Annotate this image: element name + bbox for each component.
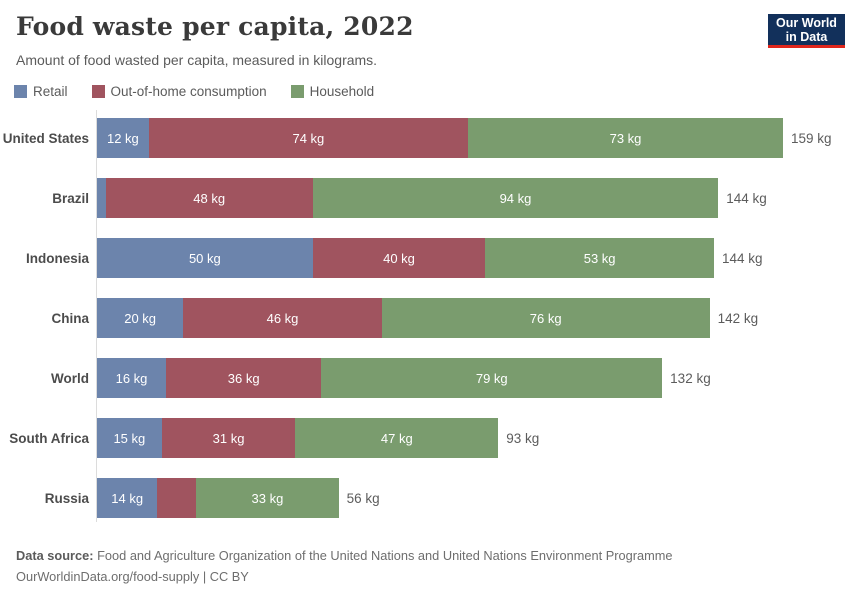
page-subtitle: Amount of food wasted per capita, measur… — [16, 52, 378, 68]
segment-value-label: 14 kg — [111, 490, 144, 506]
legend-item-1: Out-of-home consumption — [91, 84, 267, 99]
stacked-bar[interactable]: 20 kg 46 kg 76 kg — [97, 298, 710, 338]
legend-item-2: Household — [290, 84, 375, 99]
footer-license: OurWorldinData.org/food-supply | CC BY — [16, 569, 249, 584]
bar-segment[interactable]: 46 kg — [183, 298, 382, 338]
segment-value-label: 53 kg — [583, 250, 616, 266]
bar-segment[interactable]: 33 kg — [196, 478, 339, 518]
entity-label: United States — [2, 130, 89, 146]
segment-value-label: 31 kg — [212, 430, 245, 446]
chart-row: Russia 14 kg 33 kg 56 kg — [0, 478, 850, 518]
footer-datasource: Data source: Food and Agriculture Organi… — [16, 545, 673, 566]
legend-item-0: Retail — [14, 84, 68, 99]
bar-segment[interactable]: 31 kg — [161, 418, 296, 458]
segment-value-label: 50 kg — [188, 250, 221, 266]
segment-value-label: 36 kg — [227, 370, 260, 386]
segment-value-label: 33 kg — [251, 490, 284, 506]
stacked-bar[interactable]: 50 kg 40 kg 53 kg — [97, 238, 714, 278]
bar-segment[interactable]: 40 kg — [312, 238, 486, 278]
entity-label: Indonesia — [25, 250, 89, 266]
segment-value-label: 76 kg — [529, 310, 562, 326]
legend-swatch-icon — [91, 85, 105, 98]
bar-segment[interactable]: 94 kg — [312, 178, 719, 218]
legend-label: Out-of-home consumption — [110, 84, 267, 99]
segment-value-label: 12 kg — [106, 130, 139, 146]
bar-segment[interactable]: 48 kg — [105, 178, 313, 218]
segment-value-label: 15 kg — [113, 430, 146, 446]
owid-logo-line1: Our World — [776, 15, 837, 30]
bar-segment[interactable] — [97, 178, 106, 218]
segment-value-label: 73 kg — [609, 130, 642, 146]
stacked-bar[interactable]: 15 kg 31 kg 47 kg — [97, 418, 499, 458]
owid-logo-line2: in Data — [785, 29, 828, 44]
entity-label: Brazil — [52, 190, 89, 206]
footer: Data source: Food and Agriculture Organi… — [16, 545, 673, 587]
total-value-label: 159 kg — [790, 130, 832, 146]
bar-segment[interactable]: 12 kg — [97, 118, 149, 158]
stacked-bar[interactable]: 12 kg 74 kg 73 kg — [97, 118, 783, 158]
datasource-label: Data source: — [16, 548, 94, 563]
chart-area: United States 12 kg 74 kg 73 kg 159 kg Brazil… — [0, 118, 850, 538]
legend-swatch-icon — [290, 85, 304, 98]
chart-row: South Africa 15 kg 31 kg 47 kg 93 kg — [0, 418, 850, 458]
entity-label: China — [51, 310, 89, 326]
chart-row: United States 12 kg 74 kg 73 kg 159 kg — [0, 118, 850, 158]
segment-value-label: 47 kg — [380, 430, 413, 446]
segment-value-label: 20 kg — [124, 310, 157, 326]
stacked-bar[interactable]: 48 kg 94 kg — [97, 178, 719, 218]
segment-value-label: 79 kg — [475, 370, 508, 386]
segment-value-label: 46 kg — [266, 310, 299, 326]
entity-label: World — [51, 370, 89, 386]
total-value-label: 142 kg — [717, 310, 759, 326]
bar-segment[interactable] — [157, 478, 197, 518]
segment-value-label: 74 kg — [292, 130, 325, 146]
datasource-text: Food and Agriculture Organization of the… — [97, 548, 673, 563]
legend: Retail Out-of-home consumption Household — [14, 84, 374, 99]
segment-value-label: 40 kg — [383, 250, 415, 266]
chart-row: China 20 kg 46 kg 76 kg 142 kg — [0, 298, 850, 338]
bar-segment[interactable]: 15 kg — [97, 418, 162, 458]
chart-row: Brazil 48 kg 94 kg 144 kg — [0, 178, 850, 218]
page-title: Food waste per capita, 2022 — [16, 12, 414, 41]
bar-segment[interactable]: 20 kg — [97, 298, 184, 338]
legend-label: Household — [309, 84, 375, 99]
total-value-label: 132 kg — [670, 370, 711, 386]
bar-segment[interactable]: 76 kg — [381, 298, 710, 338]
bar-segment[interactable]: 14 kg — [97, 478, 158, 518]
bar-segment[interactable]: 36 kg — [166, 358, 322, 398]
bar-segment[interactable]: 79 kg — [321, 358, 663, 398]
chart-row: Indonesia 50 kg 40 kg 53 kg 144 kg — [0, 238, 850, 278]
entity-label: Russia — [44, 490, 89, 506]
bar-segment[interactable]: 16 kg — [97, 358, 167, 398]
chart-row: World 16 kg 36 kg 79 kg 132 kg — [0, 358, 850, 398]
total-value-label: 93 kg — [506, 430, 540, 446]
segment-value-label: 48 kg — [193, 190, 226, 206]
legend-swatch-icon — [14, 85, 27, 98]
owid-logo[interactable]: Our World in Data — [768, 14, 845, 48]
bar-segment[interactable]: 50 kg — [97, 238, 313, 278]
total-value-label: 144 kg — [726, 190, 767, 206]
segment-value-label: 16 kg — [115, 370, 148, 386]
entity-label: South Africa — [9, 430, 89, 446]
segment-value-label: 94 kg — [499, 190, 532, 206]
bar-segment[interactable]: 74 kg — [148, 118, 469, 158]
total-value-label: 144 kg — [721, 250, 763, 266]
y-axis-line — [96, 110, 97, 522]
stacked-bar[interactable]: 14 kg 33 kg — [97, 478, 339, 518]
bar-segment[interactable]: 53 kg — [485, 238, 714, 278]
legend-label: Retail — [33, 84, 68, 99]
total-value-label: 56 kg — [346, 490, 380, 506]
bar-segment[interactable]: 73 kg — [468, 118, 783, 158]
bar-segment[interactable]: 47 kg — [295, 418, 499, 458]
stacked-bar[interactable]: 16 kg 36 kg 79 kg — [97, 358, 663, 398]
